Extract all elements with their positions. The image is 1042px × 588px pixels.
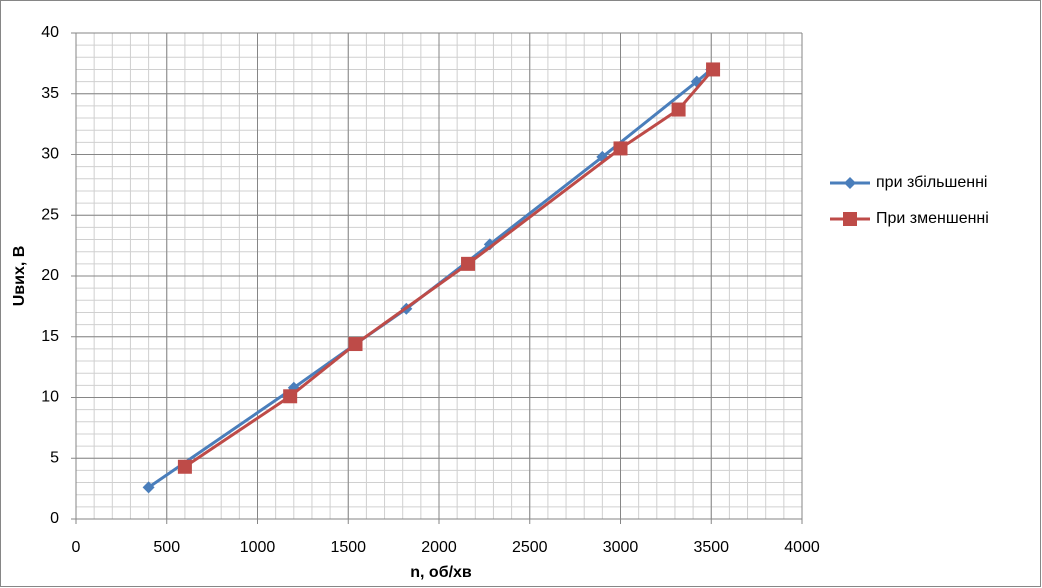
marker: [843, 212, 857, 226]
marker: [844, 177, 856, 189]
marker: [283, 389, 298, 404]
marker: [348, 337, 363, 352]
y-tick-label: 15: [41, 328, 59, 345]
y-tick-label: 10: [41, 389, 59, 406]
marker: [177, 459, 192, 474]
x-tick-label: 3000: [603, 539, 639, 556]
y-tick-label: 5: [50, 449, 59, 466]
legend-label: При зменшенні: [876, 210, 989, 227]
x-tick-label: 2000: [421, 539, 457, 556]
y-tick-label: 20: [41, 267, 59, 284]
x-tick-label: 2500: [512, 539, 548, 556]
legend-label: при збільшенні: [876, 174, 987, 191]
x-tick-label: 1500: [330, 539, 366, 556]
marker: [461, 256, 476, 271]
x-tick-label: 3500: [693, 539, 729, 556]
x-axis-title: n, об/хв: [410, 564, 472, 581]
y-tick-label: 40: [41, 24, 59, 41]
x-tick-label: 4000: [784, 539, 820, 556]
marker: [671, 102, 686, 117]
x-tick-label: 0: [72, 539, 81, 556]
marker: [613, 141, 628, 156]
y-tick-label: 25: [41, 206, 59, 223]
marker: [706, 62, 721, 77]
x-tick-label: 1000: [240, 539, 276, 556]
marker: [483, 238, 496, 251]
y-axis-title: Uвих, В: [11, 246, 28, 307]
y-tick-label: 0: [50, 510, 59, 527]
marker: [142, 481, 155, 494]
y-tick-label: 30: [41, 146, 59, 163]
x-tick-label: 500: [153, 539, 180, 556]
y-tick-label: 35: [41, 85, 59, 102]
